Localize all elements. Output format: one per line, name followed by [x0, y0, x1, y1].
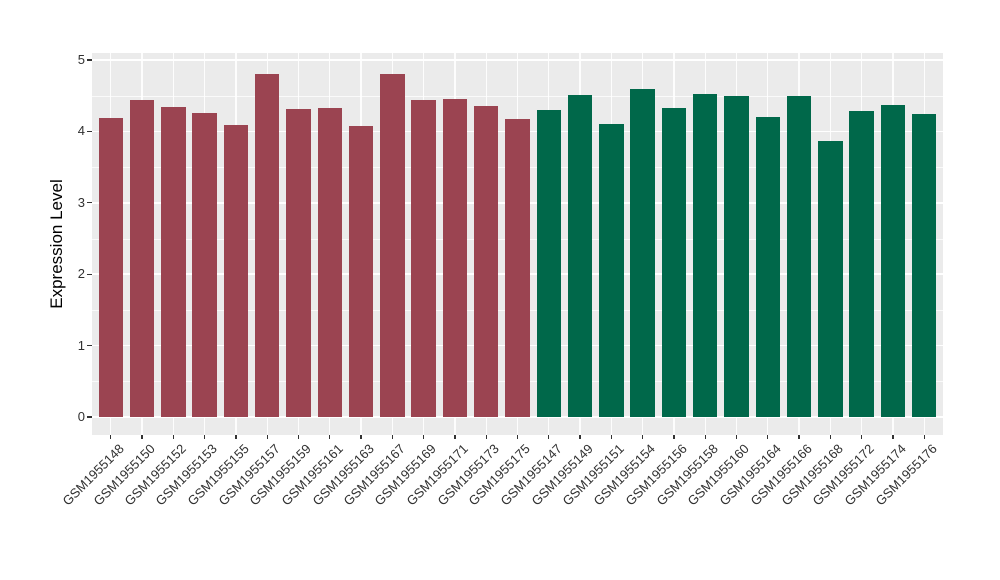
- bar-GSM1955168: [818, 141, 843, 417]
- x-tick-mark: [516, 434, 519, 439]
- bar-GSM1955153: [192, 112, 217, 417]
- y-tick-label: 4: [77, 123, 85, 139]
- bar-GSM1955163: [348, 125, 374, 417]
- x-tick-mark: [297, 434, 300, 439]
- bar-GSM1955176: [911, 114, 937, 417]
- x-tick-mark: [454, 434, 456, 439]
- bar-GSM1955166: [786, 95, 812, 417]
- x-tick-mark: [861, 434, 863, 439]
- x-tick-mark: [641, 434, 644, 439]
- bar-GSM1955150: [129, 99, 155, 417]
- x-tick-mark: [923, 434, 925, 439]
- y-tick-mark: [87, 344, 92, 347]
- x-tick-mark: [110, 434, 112, 439]
- bar-GSM1955148: [98, 117, 124, 417]
- bar-GSM1955152: [161, 107, 186, 417]
- y-tick-label: 0: [77, 409, 85, 424]
- x-tick-mark: [485, 434, 487, 439]
- x-tick-mark: [422, 434, 425, 439]
- bar-GSM1955151: [599, 123, 624, 417]
- y-tick-label: 5: [77, 52, 85, 67]
- bar-GSM1955149: [567, 94, 593, 417]
- y-tick-label: 1: [77, 337, 85, 353]
- x-tick-mark: [203, 434, 206, 439]
- x-tick-mark: [548, 434, 550, 439]
- x-tick-mark: [610, 434, 612, 439]
- bar-GSM1955154: [630, 89, 655, 417]
- bar-GSM1955174: [880, 104, 906, 417]
- bar-GSM1955160: [724, 96, 749, 417]
- x-tick-mark: [172, 434, 174, 439]
- bar-GSM1955173: [473, 105, 499, 417]
- bar-GSM1955172: [849, 111, 874, 417]
- bar-GSM1955169: [411, 99, 436, 417]
- x-tick-mark: [735, 434, 738, 439]
- bar-GSM1955157: [254, 74, 280, 417]
- y-tick-mark: [87, 59, 92, 61]
- x-tick-mark: [767, 434, 769, 439]
- bar-GSM1955156: [661, 107, 687, 417]
- x-tick-mark: [579, 434, 581, 439]
- x-tick-mark: [360, 434, 362, 439]
- x-tick-mark: [704, 434, 706, 439]
- x-tick-mark: [235, 434, 237, 439]
- plot-panel: [92, 53, 943, 435]
- x-tick-mark: [391, 434, 393, 439]
- y-tick-mark: [87, 273, 92, 275]
- bar-GSM1955155: [223, 124, 249, 417]
- y-tick-mark: [87, 130, 92, 133]
- bar-layer: [92, 53, 943, 435]
- bar-GSM1955159: [286, 108, 311, 417]
- bar-GSM1955147: [536, 109, 562, 417]
- x-tick-mark: [829, 434, 831, 439]
- x-tick-mark: [892, 434, 894, 439]
- bar-GSM1955167: [380, 74, 405, 417]
- bar-GSM1955164: [755, 117, 781, 417]
- x-tick-mark: [266, 434, 268, 439]
- x-tick-mark: [329, 434, 331, 439]
- y-tick-mark: [87, 202, 92, 204]
- x-tick-mark: [141, 434, 143, 439]
- x-tick-mark: [673, 434, 675, 439]
- y-tick-label: 3: [77, 194, 85, 210]
- y-tick-label: 2: [77, 266, 85, 282]
- bar-GSM1955171: [442, 99, 468, 417]
- bar-GSM1955175: [505, 118, 530, 417]
- y-tick-mark: [87, 416, 92, 418]
- bar-GSM1955158: [692, 93, 718, 417]
- x-tick-mark: [798, 434, 800, 439]
- bar-GSM1955161: [317, 107, 343, 417]
